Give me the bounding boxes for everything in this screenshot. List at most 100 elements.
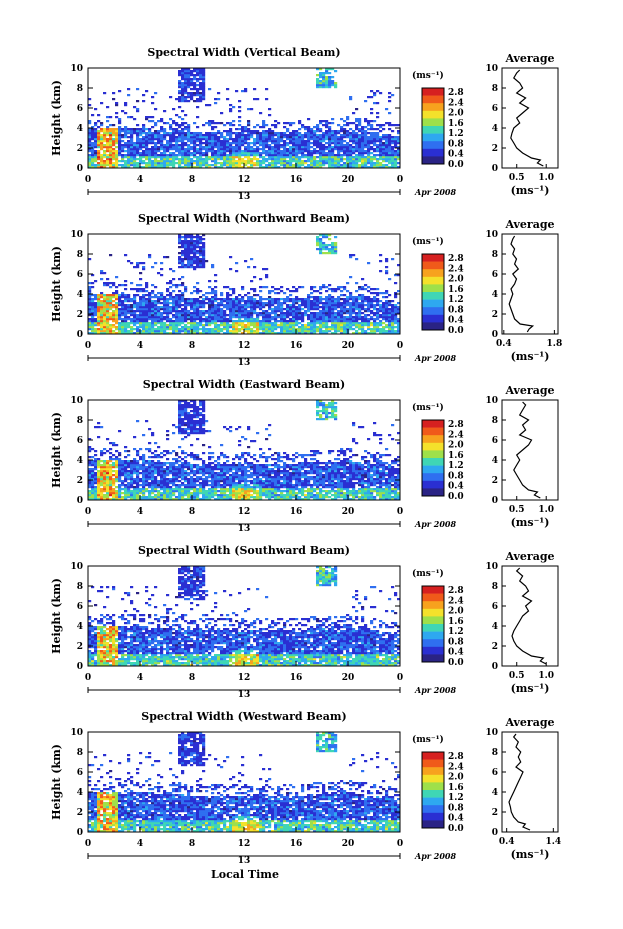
heatmap-cell bbox=[109, 140, 113, 143]
heatmap-cell bbox=[148, 450, 152, 453]
heatmap-cell bbox=[307, 166, 311, 169]
heatmap-cell bbox=[100, 320, 104, 323]
heatmap-cell bbox=[283, 162, 287, 165]
heatmap-cell bbox=[127, 304, 131, 307]
heatmap-cell bbox=[151, 164, 155, 167]
heatmap-cell bbox=[334, 304, 338, 307]
heatmap-cell bbox=[262, 130, 266, 133]
heatmap-cell bbox=[328, 320, 332, 323]
heatmap-cell bbox=[388, 148, 392, 151]
heatmap-cell bbox=[259, 328, 263, 331]
heatmap-cell bbox=[325, 78, 329, 81]
heatmap-cell bbox=[178, 236, 182, 239]
heatmap-cell bbox=[130, 144, 134, 147]
heatmap-cell bbox=[103, 330, 107, 333]
heatmap-cell bbox=[154, 136, 158, 139]
heatmap-cell bbox=[385, 134, 389, 137]
heatmap-cell bbox=[307, 126, 311, 129]
heatmap-cell bbox=[124, 330, 128, 333]
heatmap-cell bbox=[292, 152, 296, 155]
heatmap-cell bbox=[142, 332, 146, 335]
heatmap-cell bbox=[283, 144, 287, 147]
heatmap-cell bbox=[172, 158, 176, 161]
heatmap-cell bbox=[157, 134, 161, 137]
heatmap-cell bbox=[118, 142, 122, 145]
heatmap-cell bbox=[334, 318, 338, 321]
heatmap-cell bbox=[178, 166, 182, 169]
heatmap-cell bbox=[238, 106, 242, 109]
heatmap-cell bbox=[256, 322, 260, 325]
heatmap-cell bbox=[103, 462, 107, 465]
heatmap-cell bbox=[193, 148, 197, 151]
heatmap-cell bbox=[217, 130, 221, 133]
heatmap-cell bbox=[136, 310, 140, 313]
heatmap-cell bbox=[277, 324, 281, 327]
heatmap-cell bbox=[289, 322, 293, 325]
heatmap-cell bbox=[154, 154, 158, 157]
heatmap-cell bbox=[385, 154, 389, 157]
heatmap-cell bbox=[349, 294, 353, 297]
heatmap-cell bbox=[271, 124, 275, 127]
heatmap-cell bbox=[88, 166, 92, 169]
heatmap-cell bbox=[340, 294, 344, 297]
heatmap-cell bbox=[292, 308, 296, 311]
heatmap-cell bbox=[133, 300, 137, 303]
heatmap-cell bbox=[277, 306, 281, 309]
heatmap-cell bbox=[97, 492, 101, 495]
heatmap-cell bbox=[265, 166, 269, 169]
heatmap-cell bbox=[382, 134, 386, 137]
heatmap-cell bbox=[376, 140, 380, 143]
heatmap-cell bbox=[352, 146, 356, 149]
heatmap-cell bbox=[223, 306, 227, 309]
heatmap-cell bbox=[184, 158, 188, 161]
heatmap-cell bbox=[379, 260, 383, 263]
heatmap-cell bbox=[124, 102, 128, 105]
heatmap-cell bbox=[367, 314, 371, 317]
heatmap-cell bbox=[313, 304, 317, 307]
heatmap-cell bbox=[364, 132, 368, 135]
heatmap-cell bbox=[193, 76, 197, 79]
heatmap-cell bbox=[136, 318, 140, 321]
heatmap-cell bbox=[367, 162, 371, 165]
heatmap-cell bbox=[376, 154, 380, 157]
heatmap-cell bbox=[391, 258, 395, 261]
heatmap-cell bbox=[286, 316, 290, 319]
heatmap-cell bbox=[397, 150, 401, 153]
heatmap-cell bbox=[241, 140, 245, 143]
heatmap-cell bbox=[106, 316, 110, 319]
heatmap-cell bbox=[127, 474, 131, 477]
heatmap-cell bbox=[376, 330, 380, 333]
heatmap-cell bbox=[148, 154, 152, 157]
heatmap-cell bbox=[145, 476, 149, 479]
heatmap-cell bbox=[361, 166, 365, 169]
heatmap-cell bbox=[151, 456, 155, 459]
heatmap-cell bbox=[178, 256, 182, 259]
heatmap-cell bbox=[109, 138, 113, 141]
heatmap-cell bbox=[208, 150, 212, 153]
heatmap-cell bbox=[217, 312, 221, 315]
heatmap-cell bbox=[358, 298, 362, 301]
heatmap-cell bbox=[118, 150, 122, 153]
heatmap-cell bbox=[385, 296, 389, 299]
heatmap-cell bbox=[109, 490, 113, 493]
heatmap-cell bbox=[115, 166, 119, 169]
heatmap-cell bbox=[145, 142, 149, 145]
y-tick-label: 6 bbox=[77, 270, 83, 280]
heatmap-cell bbox=[253, 330, 257, 333]
heatmap-cell bbox=[154, 480, 158, 483]
heatmap-cell bbox=[316, 312, 320, 315]
heatmap-cell bbox=[253, 138, 257, 141]
heatmap-cell bbox=[193, 306, 197, 309]
heatmap-cell bbox=[244, 162, 248, 165]
heatmap-cell bbox=[247, 300, 251, 303]
heatmap-cell bbox=[394, 156, 398, 159]
heatmap-cell bbox=[313, 322, 317, 325]
heatmap-cell bbox=[166, 314, 170, 317]
heatmap-cell bbox=[388, 156, 392, 159]
heatmap-cell bbox=[145, 448, 149, 451]
heatmap-cell bbox=[196, 324, 200, 327]
heatmap-cell bbox=[262, 152, 266, 155]
heatmap-cell bbox=[307, 142, 311, 145]
heatmap-cell bbox=[301, 312, 305, 315]
heatmap-cell bbox=[346, 118, 350, 121]
